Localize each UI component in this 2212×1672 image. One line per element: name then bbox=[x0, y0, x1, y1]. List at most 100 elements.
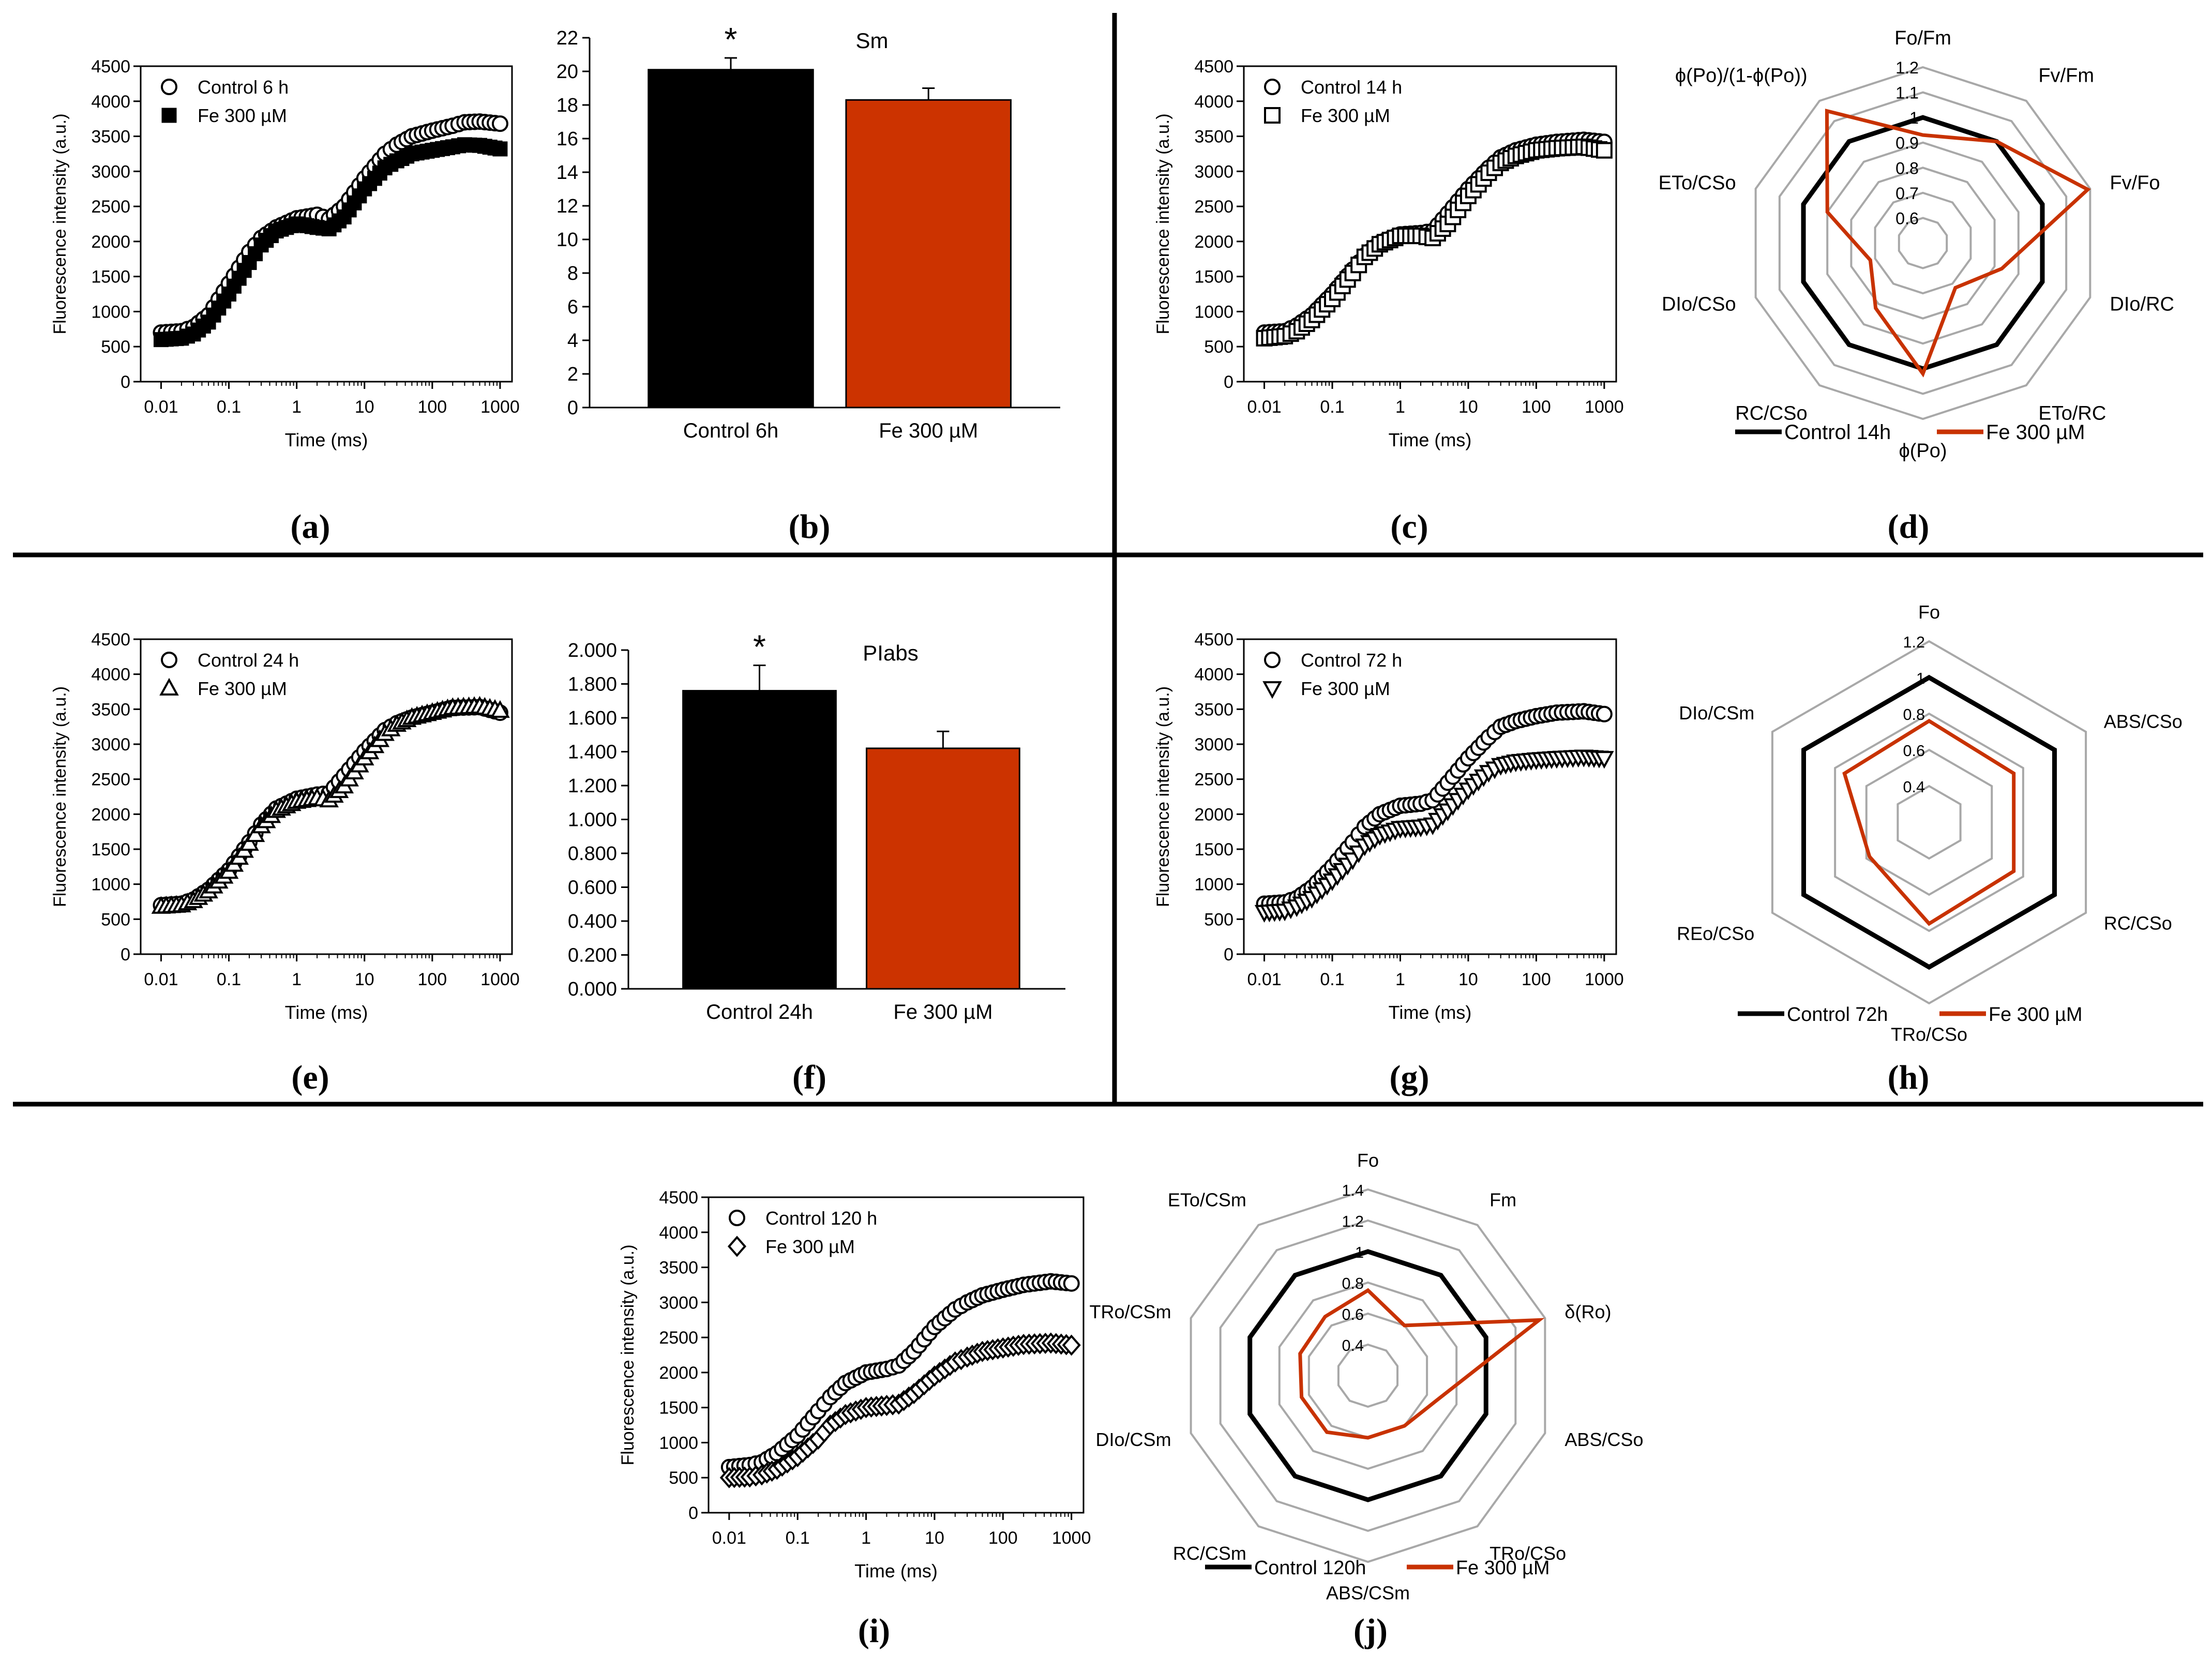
grid-ring bbox=[1834, 712, 2024, 932]
x-axis-label: Time (ms) bbox=[854, 1560, 938, 1581]
x-tick-label: 0.01 bbox=[144, 397, 178, 417]
x-tick-label: 100 bbox=[1522, 970, 1551, 989]
ring-label: 1.1 bbox=[1895, 84, 1919, 102]
y-tick-label: 16 bbox=[556, 128, 578, 150]
axis-label: Fo bbox=[1918, 601, 1940, 623]
axis-label: RC/CSo bbox=[2104, 913, 2172, 934]
panel-label: (d) bbox=[1888, 508, 1930, 546]
y-tick-label: 12 bbox=[556, 195, 578, 217]
x-tick-label: 100 bbox=[417, 970, 447, 989]
x-tick-label: 100 bbox=[417, 397, 447, 417]
ring-label: 0.4 bbox=[1903, 778, 1925, 796]
y-tick-label: 0.200 bbox=[568, 945, 617, 967]
ring-label: 0.6 bbox=[1895, 209, 1919, 228]
chart-c: 0 500 1000 1500 2000 2500 3000 3500 4000 4500 0.01… bbox=[1153, 57, 1624, 450]
ring-label: 0.8 bbox=[1895, 159, 1919, 177]
y-tick-label: 4500 bbox=[1194, 630, 1233, 650]
axis-label: Fv/Fm bbox=[2038, 65, 2094, 87]
y-tick-label: 500 bbox=[1204, 337, 1233, 357]
grid-ring bbox=[1278, 1281, 1458, 1470]
axis-label: ABS/CSo bbox=[2104, 711, 2183, 732]
category-label-0: Control 6h bbox=[683, 419, 779, 442]
x-tick-label: 1000 bbox=[1052, 1528, 1091, 1548]
chart-e: 0 500 1000 1500 2000 2500 3000 3500 4000 4500 0.01… bbox=[50, 630, 520, 1023]
grid-ring bbox=[1874, 191, 1972, 295]
y-tick-label: 3500 bbox=[91, 127, 130, 147]
category-label-1: Fe 300 µM bbox=[893, 1001, 992, 1023]
legend-label-0: Control 14 h bbox=[1301, 77, 1402, 98]
series-fe-polygon bbox=[1825, 109, 2091, 378]
axis-label: TRo/CSo bbox=[1489, 1543, 1566, 1564]
axis-label: RC/CSo bbox=[1735, 403, 1807, 425]
legend-marker-1 bbox=[1262, 681, 1282, 699]
plot-frame bbox=[140, 65, 513, 383]
axis-label: ABS/CSo bbox=[1564, 1429, 1643, 1450]
legend-label-0: Control 6 h bbox=[198, 77, 289, 98]
x-tick-label: 0.01 bbox=[144, 970, 178, 989]
y-tick-label: 4000 bbox=[91, 665, 130, 685]
x-tick-label: 1 bbox=[1395, 397, 1405, 417]
y-tick-label: 2500 bbox=[91, 197, 130, 217]
legend-label-0: Control 120 h bbox=[765, 1208, 877, 1229]
series-fe-polygon bbox=[1298, 1288, 1545, 1440]
legend-label-1: Fe 300 µM bbox=[1301, 678, 1390, 699]
y-tick-label: 2000 bbox=[91, 805, 130, 824]
grid-ring bbox=[1778, 91, 2068, 395]
axis-label: ETo/RC bbox=[2038, 403, 2106, 425]
y-tick-label: 2 bbox=[567, 364, 578, 385]
ring-label: 1.2 bbox=[1895, 58, 1919, 77]
chart-i: 0 500 1000 1500 2000 2500 3000 3500 4000 4500 0.01… bbox=[618, 1188, 1091, 1581]
y-tick-label: 1.600 bbox=[568, 707, 617, 729]
axis-label: REo/CSo bbox=[1677, 923, 1754, 944]
x-tick-label: 1000 bbox=[1585, 397, 1624, 417]
y-tick-label: 0 bbox=[121, 372, 130, 392]
y-tick-label: 20 bbox=[556, 61, 578, 83]
ring-label: 0.6 bbox=[1342, 1306, 1364, 1323]
series-control-polygon bbox=[1247, 1249, 1488, 1502]
x-tick-label: 1 bbox=[1395, 970, 1405, 989]
panel-label: (j) bbox=[1353, 1612, 1388, 1650]
data-point bbox=[1596, 142, 1613, 159]
y-tick-label: 6 bbox=[567, 296, 578, 318]
y-tick-label: 1.000 bbox=[568, 809, 617, 831]
y-tick-label: 10 bbox=[556, 229, 578, 251]
axis-label: Fo bbox=[1357, 1150, 1379, 1171]
y-tick-label: 2000 bbox=[1194, 232, 1233, 252]
axis-label: ϕ(Po) bbox=[1899, 440, 1947, 462]
legend-label-0: Control 14h bbox=[1784, 421, 1891, 444]
data-point bbox=[1594, 751, 1614, 769]
x-tick-label: 0.1 bbox=[1320, 397, 1344, 417]
y-tick-label: 500 bbox=[101, 337, 130, 357]
ring-label: 0.9 bbox=[1895, 134, 1919, 153]
plot-frame bbox=[1243, 638, 1617, 955]
y-tick-label: 4000 bbox=[91, 92, 130, 112]
x-tick-label: 1 bbox=[292, 970, 302, 989]
axis-label: RC/CSm bbox=[1173, 1543, 1246, 1564]
y-tick-label: 1500 bbox=[91, 267, 130, 287]
y-tick-label: 2000 bbox=[659, 1363, 698, 1383]
legend-marker-1 bbox=[727, 1236, 747, 1257]
y-tick-label: 2500 bbox=[91, 770, 130, 790]
x-tick-label: 10 bbox=[1458, 397, 1478, 417]
plot-frame bbox=[708, 1196, 1085, 1514]
data-point bbox=[221, 287, 237, 302]
plot-frame bbox=[140, 638, 513, 955]
ring-label: 0.7 bbox=[1895, 184, 1919, 203]
x-axis-label: Time (ms) bbox=[1389, 1002, 1472, 1023]
data-point bbox=[492, 141, 508, 157]
chart-j: 0.40.60.811.21.4FoFmδ(Ro)ABS/CSoTRo/CSoA… bbox=[1090, 1150, 1644, 1603]
y-tick-label: 3500 bbox=[91, 700, 130, 719]
x-tick-label: 0.01 bbox=[1247, 397, 1281, 417]
x-tick-label: 0.1 bbox=[217, 970, 241, 989]
x-tick-label: 10 bbox=[355, 397, 374, 417]
y-tick-label: 2.000 bbox=[568, 640, 617, 661]
x-tick-label: 100 bbox=[1522, 397, 1551, 417]
axis-label: ABS/CSm bbox=[1326, 1582, 1410, 1603]
y-axis-label: Fluorescence intensity (a.u.) bbox=[50, 113, 70, 334]
y-axis-label: Fluorescence intensity (a.u.) bbox=[1153, 113, 1173, 334]
x-tick-label: 1 bbox=[292, 397, 302, 417]
chart-title: Sm bbox=[856, 28, 889, 53]
legend-label-1: Fe 300 µM bbox=[765, 1236, 855, 1257]
legend-label-1: Fe 300 µM bbox=[198, 105, 287, 126]
